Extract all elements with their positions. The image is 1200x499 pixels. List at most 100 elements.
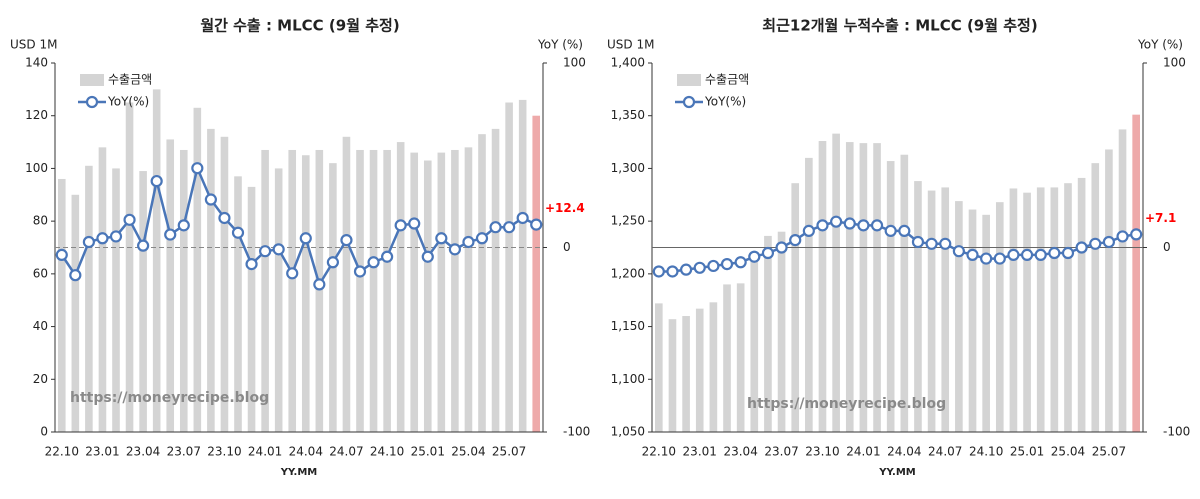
yoy-point xyxy=(272,243,285,256)
yoy-point xyxy=(516,211,529,225)
bar xyxy=(886,161,895,432)
yoy-point xyxy=(326,256,339,269)
y2-tick-label: 100 xyxy=(1163,56,1186,70)
annotation: +12.4 xyxy=(545,201,585,215)
yoy-point xyxy=(1102,235,1116,249)
y-tick-label: 1,300 xyxy=(611,161,645,175)
yoy-point xyxy=(340,234,353,247)
bar xyxy=(1132,114,1140,432)
bar xyxy=(274,168,283,432)
y-tick-label: 80 xyxy=(33,214,48,228)
y-tick-label: 20 xyxy=(33,372,48,386)
yoy-point xyxy=(137,239,150,252)
y-tick-label: 100 xyxy=(25,161,48,175)
yoy-point xyxy=(939,237,952,250)
yoy-point xyxy=(1089,237,1102,250)
bar xyxy=(1036,187,1045,432)
yoy-point xyxy=(884,224,897,237)
bar xyxy=(777,231,786,432)
yoy-point xyxy=(925,237,938,250)
yoy-point xyxy=(408,217,421,230)
legend-swatch xyxy=(682,95,696,109)
x-tick-label: 23.01 xyxy=(85,445,119,459)
y-tick-label: 40 xyxy=(33,319,48,333)
bar xyxy=(234,176,242,432)
x-tick-label: 22.10 xyxy=(45,445,79,459)
yoy-point xyxy=(952,245,965,258)
bar xyxy=(261,149,269,432)
y2-axis-label: YoY (%) xyxy=(537,38,583,52)
bar xyxy=(98,147,107,433)
x-tick-label: 23.10 xyxy=(207,445,241,459)
yoy-point xyxy=(775,241,788,254)
x-tick-label: 23.04 xyxy=(723,445,757,459)
y-tick-label: 1,200 xyxy=(611,266,645,280)
bar xyxy=(518,99,527,433)
bar xyxy=(125,102,134,433)
yoy-point xyxy=(177,219,190,232)
x-tick-label: 24.07 xyxy=(928,445,962,459)
legend-label: YoY(%) xyxy=(704,95,746,109)
bar xyxy=(818,141,827,432)
yoy-point xyxy=(448,243,461,256)
bar xyxy=(193,107,202,433)
yoy-point xyxy=(245,258,258,271)
bar xyxy=(288,149,297,432)
x-tick-label: 24.07 xyxy=(329,445,363,459)
x-tick-label: 24.01 xyxy=(248,445,282,459)
y-tick-label: 120 xyxy=(25,108,48,122)
chart-title: 최근12개월 누적수출 : MLCC (9월 추정) xyxy=(762,17,1037,35)
bar xyxy=(85,165,93,433)
x-axis-label: YY.MM xyxy=(878,467,916,478)
yoy-point xyxy=(150,174,163,188)
bar xyxy=(900,154,909,433)
y-tick-label: 1,350 xyxy=(611,108,645,122)
yoy-point xyxy=(96,232,109,245)
yoy-point xyxy=(164,228,177,241)
yoy-point xyxy=(693,261,706,274)
y-tick-label: 1,050 xyxy=(611,425,645,439)
bar xyxy=(723,284,731,432)
x-tick-label: 24.10 xyxy=(969,445,1003,459)
yoy-point xyxy=(707,259,720,273)
yoy-point xyxy=(475,232,489,245)
legend-swatch xyxy=(85,95,99,109)
yoy-point xyxy=(503,221,516,234)
bar xyxy=(1064,183,1072,432)
x-tick-label: 24.04 xyxy=(887,445,921,459)
bar xyxy=(423,160,432,432)
yoy-point xyxy=(421,250,434,263)
bar xyxy=(342,136,351,433)
bar xyxy=(220,136,229,433)
yoy-point xyxy=(720,258,734,271)
yoy-point xyxy=(313,278,326,291)
y-tick-label: 0 xyxy=(40,425,48,439)
y-tick-label: 1,150 xyxy=(611,319,645,333)
yoy-point xyxy=(748,250,761,263)
bar xyxy=(179,149,188,432)
y-tick-label: 1,400 xyxy=(611,56,645,70)
yoy-point xyxy=(82,235,95,249)
bar xyxy=(464,147,473,433)
yoy-point xyxy=(1020,248,1034,261)
x-tick-label: 23.07 xyxy=(167,445,201,459)
bar xyxy=(152,89,161,432)
bar xyxy=(112,168,120,432)
chart: 월간 수출 : MLCC (9월 추정) USD 1M YoY (%) YY.MM 0 2… xyxy=(10,17,590,479)
yoy-point xyxy=(734,256,747,269)
yoy-point xyxy=(55,248,68,261)
x-tick-label: 25.04 xyxy=(451,445,485,459)
yoy-point xyxy=(1061,246,1075,260)
yoy-point xyxy=(1048,246,1061,260)
x-tick-label: 23.01 xyxy=(683,445,717,459)
x-tick-label: 25.04 xyxy=(1051,445,1085,459)
bar xyxy=(736,283,745,432)
yoy-point xyxy=(666,265,679,278)
bar xyxy=(968,209,977,432)
bar xyxy=(139,171,147,433)
x-axis-label: YY.MM xyxy=(280,467,318,478)
bar xyxy=(764,235,772,432)
bar xyxy=(1118,129,1127,433)
yoy-point xyxy=(843,217,856,230)
bar xyxy=(1009,188,1018,432)
